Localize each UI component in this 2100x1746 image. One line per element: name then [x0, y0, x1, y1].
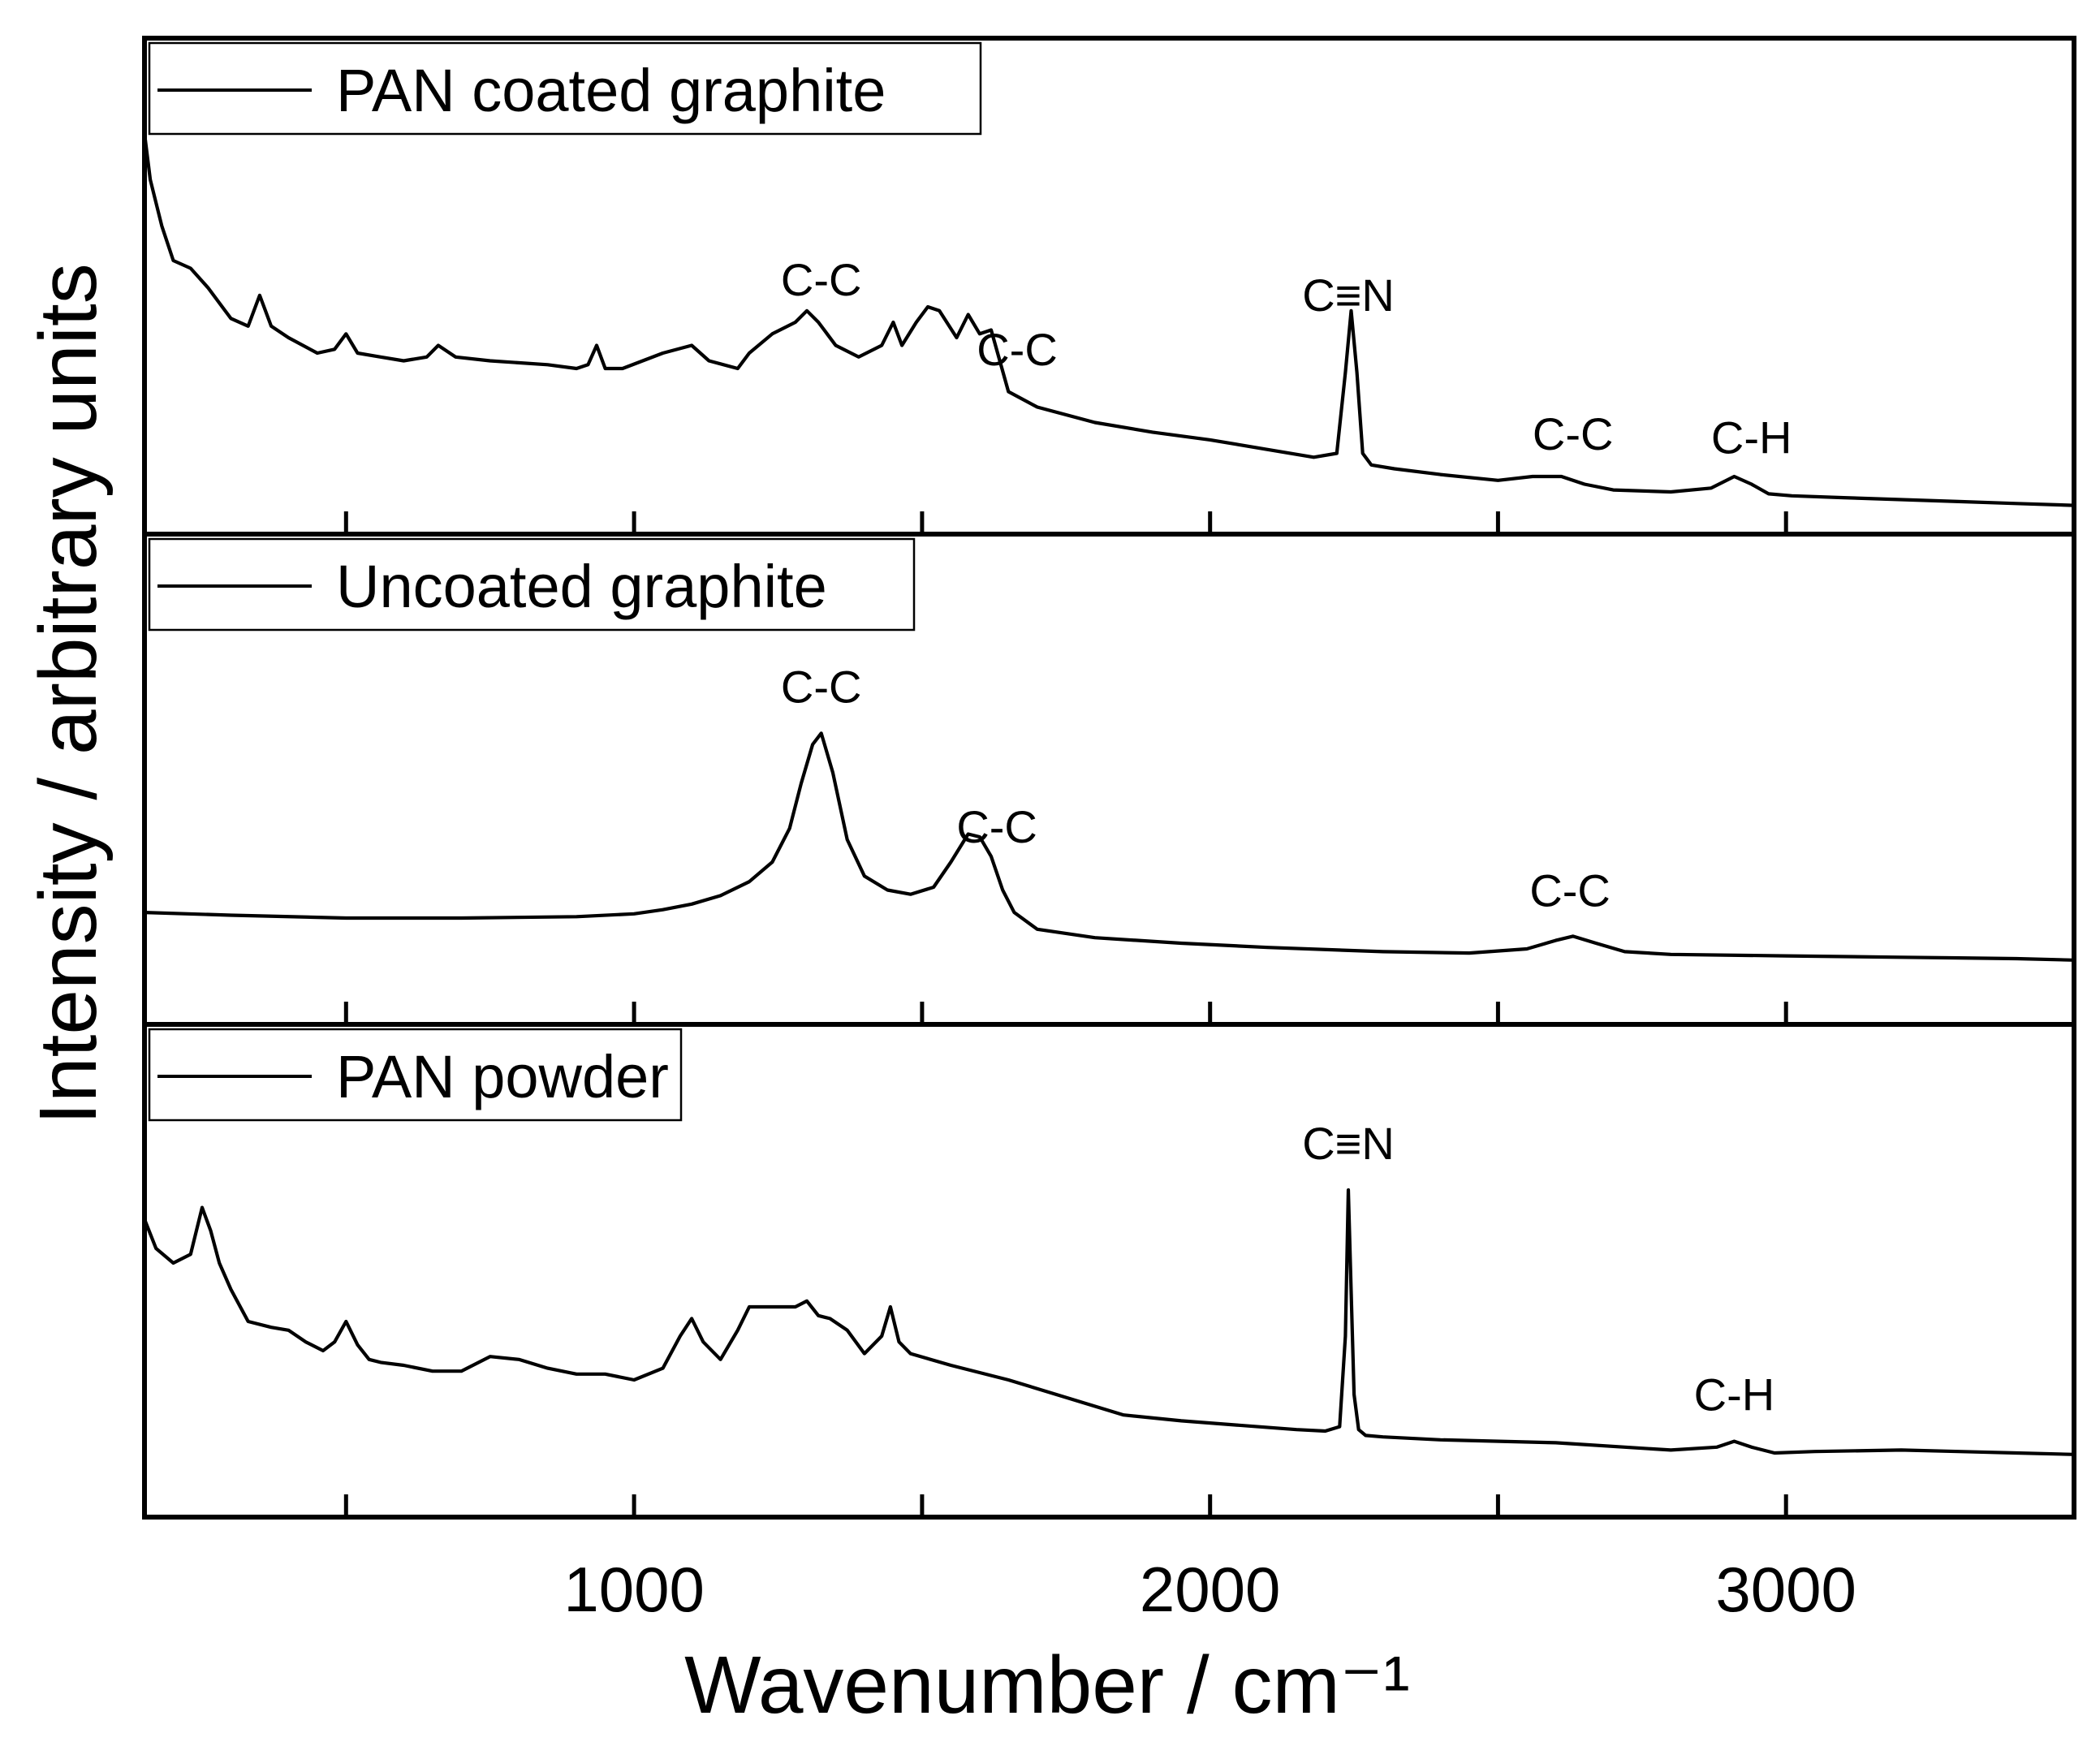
x-tick-label: 2000 — [1140, 1554, 1281, 1625]
peak-label-1-2: C-C — [977, 324, 1058, 375]
y-axis-title: Intensity / arbitrary units — [23, 263, 114, 1125]
chart-panels: PAN coated graphite C-C C-C C≡N C-C C-H Uncoat… — [142, 41, 2076, 1456]
legend-label-3: PAN powder — [336, 1043, 669, 1110]
peak-label-1-3: C≡N — [1302, 269, 1395, 321]
panel-2: Uncoated graphite C-C C-C C-C — [142, 537, 2076, 962]
legend-label-2: Uncoated graphite — [336, 553, 827, 620]
peak-label-3-1: C≡N — [1302, 1118, 1395, 1169]
x-tick-label: 3000 — [1715, 1554, 1856, 1625]
chart-frame — [142, 36, 2076, 1520]
spectrum-line-2 — [142, 731, 2076, 962]
plot-frame — [142, 36, 2076, 1520]
x-ticks: 1000 2000 3000 — [343, 511, 1856, 1625]
peak-label-2-2: C-C — [956, 801, 1037, 852]
peak-label-2-3: C-C — [1529, 864, 1611, 916]
panel-1: PAN coated graphite C-C C-C C≡N C-C C-H — [142, 41, 2076, 507]
x-tick-label: 1000 — [563, 1554, 705, 1625]
peak-label-1-4: C-C — [1533, 408, 1614, 459]
x-axis-title: Wavenumber / cm⁻¹ — [684, 1640, 1410, 1731]
spectrum-line-1 — [142, 131, 2076, 507]
peak-label-3-2: C-H — [1694, 1369, 1775, 1421]
spectrum-line-3 — [142, 1188, 2076, 1456]
peak-label-1-5: C-H — [1711, 412, 1792, 463]
peak-label-1-1: C-C — [781, 254, 862, 305]
peak-label-2-1: C-C — [781, 661, 862, 712]
legend-label-1: PAN coated graphite — [336, 57, 886, 124]
panel-3: PAN powder C≡N C-H — [142, 1028, 2076, 1456]
